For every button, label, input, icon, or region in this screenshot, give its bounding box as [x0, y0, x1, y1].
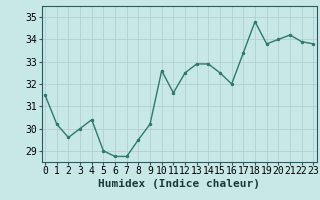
- X-axis label: Humidex (Indice chaleur): Humidex (Indice chaleur): [98, 179, 260, 189]
